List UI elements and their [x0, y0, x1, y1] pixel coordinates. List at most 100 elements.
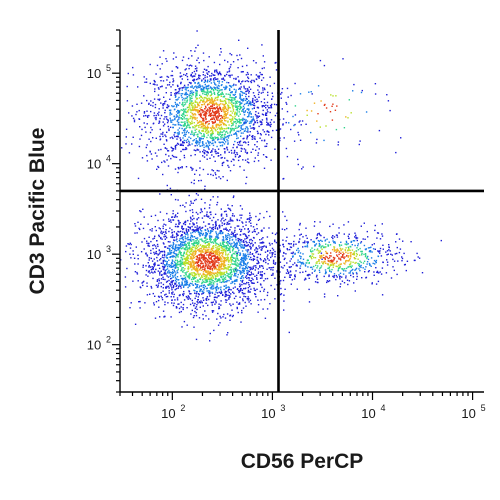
event-dot [206, 81, 209, 83]
event-dot [176, 99, 178, 101]
event-dot [270, 284, 272, 287]
event-dot [175, 306, 178, 308]
event-dot [186, 99, 189, 101]
event-dot [125, 245, 128, 247]
event-dot [221, 164, 224, 167]
event-dot [269, 76, 271, 78]
event-dot [202, 318, 204, 320]
event-dot [211, 310, 213, 312]
event-dot [228, 223, 231, 225]
event-dot [177, 254, 179, 256]
event-dot [241, 280, 243, 283]
event-dot [210, 134, 213, 136]
event-dot [175, 247, 177, 249]
event-dot [197, 44, 199, 46]
event-dot [198, 226, 201, 229]
event-dot [224, 107, 226, 109]
event-dot [172, 271, 174, 273]
event-dot [209, 114, 212, 117]
event-dot [289, 274, 291, 276]
event-dot [157, 254, 159, 256]
event-dot [215, 222, 217, 224]
event-dot [248, 86, 250, 88]
event-dot [183, 73, 185, 76]
event-dot [221, 263, 223, 266]
event-dot [130, 302, 132, 304]
event-dot [196, 290, 198, 293]
event-dot [154, 263, 156, 266]
event-dot [132, 250, 134, 252]
event-dot [209, 75, 211, 77]
event-dot [230, 282, 232, 285]
event-dot [195, 258, 198, 261]
event-dot [203, 110, 205, 112]
event-dot [180, 82, 182, 85]
event-dot [195, 240, 197, 242]
event-dot [195, 70, 198, 72]
event-dot [208, 99, 210, 102]
event-dot [175, 244, 177, 246]
event-dot [199, 250, 201, 252]
event-dot [170, 146, 172, 149]
event-dot [242, 71, 244, 73]
event-dot [246, 273, 249, 275]
event-dot [163, 250, 165, 252]
event-dot [158, 234, 160, 236]
event-dot [232, 233, 234, 235]
event-dot [211, 267, 213, 270]
event-dot [240, 86, 242, 88]
event-dot [234, 257, 236, 259]
event-dot [151, 230, 153, 232]
event-dot [165, 235, 167, 237]
event-dot [177, 85, 179, 87]
event-dot [183, 284, 186, 286]
event-dot [191, 97, 193, 99]
event-dot [145, 81, 148, 83]
event-dot [236, 218, 238, 221]
event-dot [203, 284, 205, 286]
event-dot [218, 232, 220, 235]
event-dot [244, 130, 246, 132]
event-dot [158, 278, 160, 280]
event-dot [202, 74, 204, 76]
event-dot [199, 107, 201, 110]
event-dot [205, 109, 208, 112]
event-dot [266, 294, 269, 297]
event-dot [286, 262, 288, 264]
event-dot [308, 301, 311, 303]
event-dot [166, 121, 169, 124]
event-dot [189, 236, 192, 239]
event-dot [185, 258, 187, 260]
event-dot [217, 152, 220, 154]
event-dot [172, 126, 174, 129]
event-dot [225, 260, 227, 262]
event-dot [201, 217, 204, 219]
event-dot [200, 132, 202, 135]
event-dot [192, 266, 194, 269]
event-dot [184, 261, 186, 263]
event-dot [234, 229, 236, 232]
event-dot [219, 145, 222, 147]
event-dot [283, 264, 286, 267]
event-dot [171, 74, 174, 77]
event-dot [302, 246, 304, 248]
event-dot [221, 119, 223, 122]
event-dot [227, 263, 230, 266]
event-dot [221, 241, 224, 243]
event-dot [172, 241, 174, 244]
event-dot [204, 126, 206, 128]
event-dot [186, 126, 188, 128]
event-dot [208, 242, 210, 245]
event-dot [202, 232, 205, 235]
event-dot [219, 256, 222, 258]
event-dot [193, 223, 195, 225]
event-dot [199, 278, 202, 281]
event-dot [201, 135, 203, 137]
event-dot [220, 128, 222, 130]
event-dot [227, 127, 230, 130]
event-dot [229, 277, 231, 279]
event-dot [235, 259, 237, 261]
event-dot [233, 152, 235, 154]
event-dot [202, 99, 204, 102]
event-dot [256, 106, 259, 109]
